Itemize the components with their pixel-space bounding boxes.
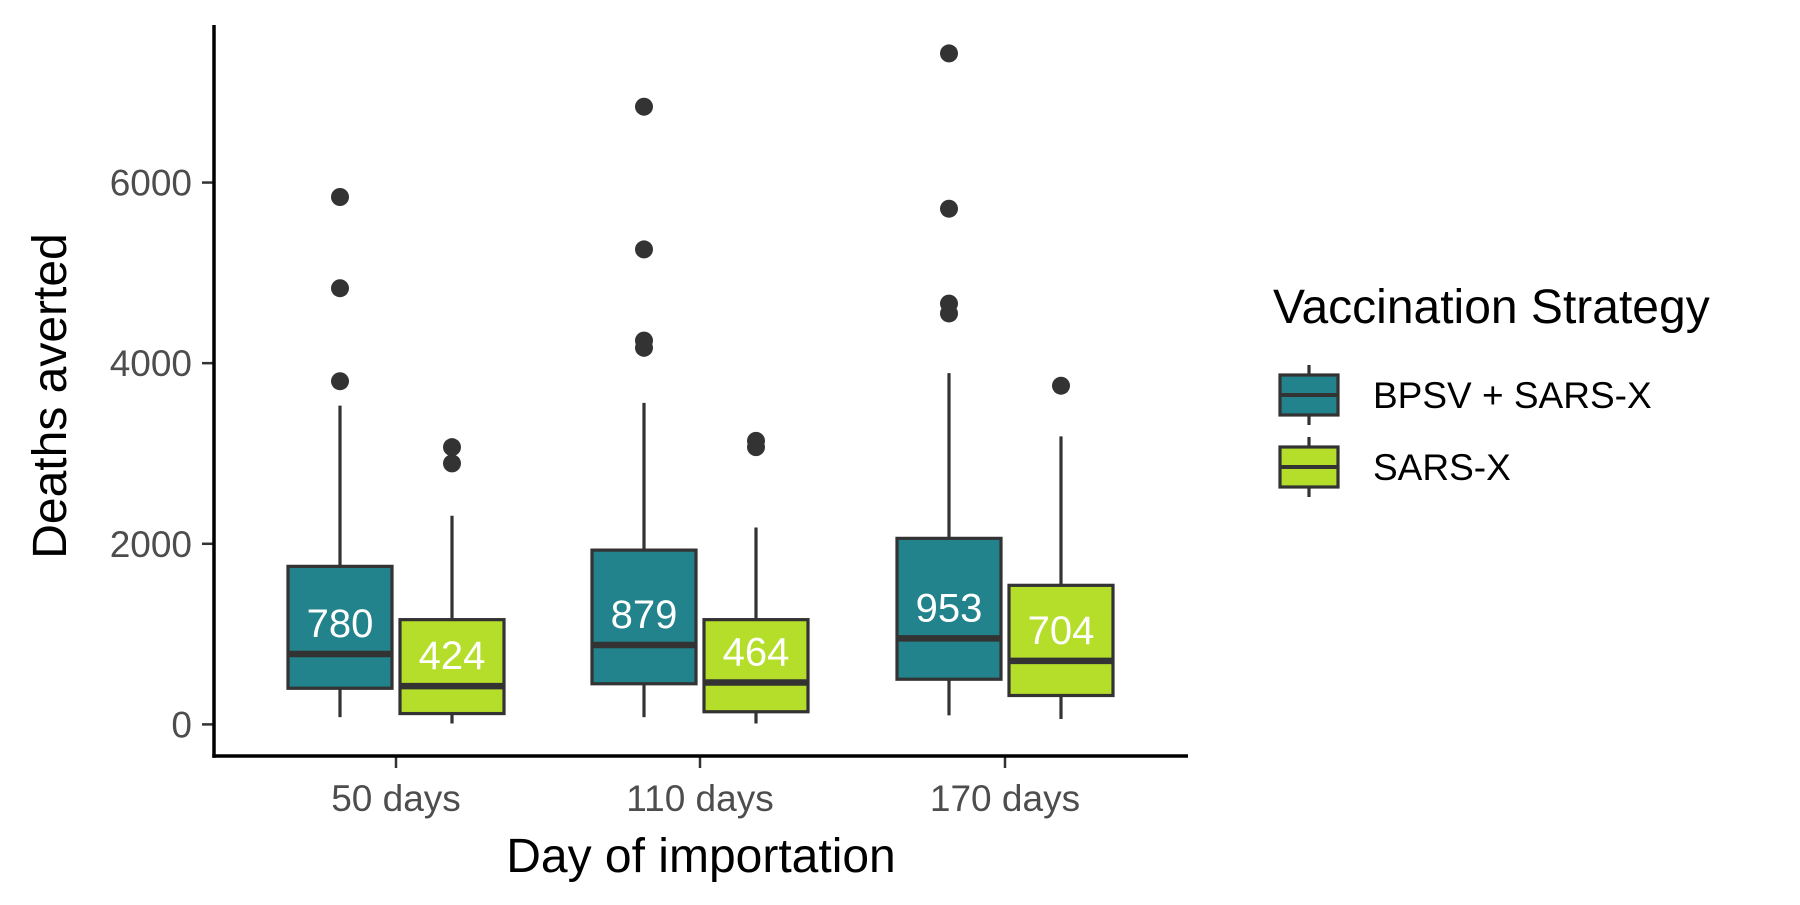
- median-value-label: 879: [611, 593, 678, 637]
- outlier-point: [331, 372, 349, 391]
- box-body: [286, 564, 394, 690]
- legend-key-sars-x: [1278, 437, 1340, 497]
- box-group: 464: [702, 431, 810, 724]
- y-tick-layer: 0 2000 4000 6000 50 days 110 days 170 days: [110, 163, 1080, 819]
- outlier-point: [331, 188, 349, 207]
- box-group: 424: [398, 438, 506, 724]
- axis-layer: [212, 25, 1188, 758]
- outlier-point: [940, 294, 958, 313]
- y-tick-label: 4000: [110, 343, 192, 384]
- legend-label: SARS-X: [1373, 447, 1511, 488]
- x-axis-title: Day of importation: [506, 830, 896, 883]
- box-body: [895, 536, 1003, 681]
- box-group: 780: [286, 188, 394, 718]
- y-tick-label: 6000: [110, 163, 192, 204]
- x-tick-label: 170 days: [930, 778, 1080, 819]
- box-group: 879: [590, 97, 698, 718]
- outlier-point: [331, 279, 349, 298]
- box-body: [398, 618, 506, 716]
- box-body: [590, 548, 698, 686]
- y-tick-label: 0: [171, 704, 192, 745]
- outlier-point: [443, 454, 461, 473]
- outlier-point: [1052, 376, 1070, 395]
- median-value-label: 464: [723, 630, 790, 674]
- y-axis-title: Deaths averted: [24, 233, 77, 559]
- legend-label: BPSV + SARS-X: [1373, 375, 1652, 416]
- box-body: [702, 618, 810, 714]
- median-value-label: 704: [1028, 609, 1095, 653]
- median-value-label: 424: [419, 634, 486, 678]
- box-group: 953: [895, 44, 1003, 716]
- median-value-label: 953: [916, 586, 983, 630]
- x-tick-label: 50 days: [331, 778, 461, 819]
- x-tick-label: 110 days: [626, 778, 773, 819]
- outlier-point: [940, 199, 958, 218]
- outlier-point: [443, 438, 461, 457]
- outlier-point: [635, 240, 653, 259]
- legend-title: Vaccination Strategy: [1273, 281, 1710, 334]
- box-layer: 780 879 953 424 464 704: [286, 44, 1115, 724]
- legend: Vaccination Strategy BPSV + SARS-X SARS-X: [1273, 281, 1710, 497]
- box-body: [1007, 583, 1115, 698]
- outlier-point: [635, 331, 653, 350]
- median-value-label: 780: [307, 602, 374, 646]
- box-group: 704: [1007, 376, 1115, 719]
- legend-key-bpsv-sars-x: [1278, 365, 1340, 425]
- outlier-point: [940, 44, 958, 63]
- outlier-point: [747, 431, 765, 450]
- y-tick-label: 2000: [110, 524, 192, 565]
- outlier-point: [635, 97, 653, 116]
